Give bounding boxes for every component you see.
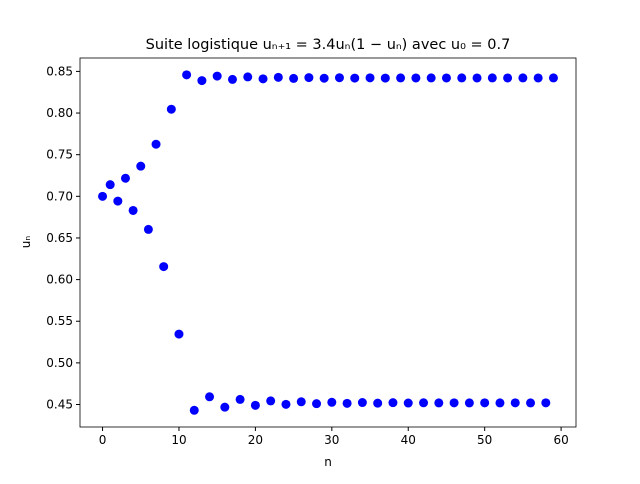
y-tick-label: 0.50 bbox=[46, 356, 73, 370]
data-point bbox=[151, 139, 161, 149]
y-tick-label: 0.85 bbox=[46, 64, 73, 78]
data-point bbox=[464, 398, 474, 408]
x-tick-label: 50 bbox=[477, 433, 492, 447]
y-tick-label: 0.60 bbox=[46, 273, 73, 287]
y-tick-label: 0.55 bbox=[46, 314, 73, 328]
data-point bbox=[472, 73, 482, 83]
data-point bbox=[197, 76, 207, 86]
data-point bbox=[334, 73, 344, 83]
y-tick-label: 0.80 bbox=[46, 106, 73, 120]
data-point bbox=[411, 73, 421, 83]
data-point bbox=[441, 73, 451, 83]
data-point bbox=[548, 73, 558, 83]
data-point bbox=[312, 399, 322, 409]
data-point bbox=[120, 173, 130, 183]
data-point bbox=[220, 402, 230, 412]
data-point bbox=[327, 397, 337, 407]
data-point bbox=[480, 398, 490, 408]
data-point bbox=[289, 73, 299, 83]
data-point bbox=[350, 73, 360, 83]
x-tick-label: 20 bbox=[248, 433, 263, 447]
data-point bbox=[243, 72, 253, 82]
y-tick-label: 0.70 bbox=[46, 189, 73, 203]
data-point bbox=[227, 74, 237, 84]
data-point bbox=[273, 72, 283, 82]
data-point bbox=[403, 398, 413, 408]
data-point bbox=[235, 394, 245, 404]
data-point bbox=[495, 398, 505, 408]
chart-title: Suite logistique uₙ₊₁ = 3.4uₙ(1 − uₙ) av… bbox=[146, 37, 511, 53]
data-point bbox=[487, 73, 497, 83]
data-point bbox=[258, 74, 268, 84]
data-point bbox=[182, 70, 192, 80]
data-point bbox=[510, 398, 520, 408]
x-tick-label: 60 bbox=[553, 433, 568, 447]
data-point bbox=[503, 73, 513, 83]
y-tick-label: 0.75 bbox=[46, 148, 73, 162]
x-tick-label: 0 bbox=[99, 433, 107, 447]
data-point bbox=[449, 398, 459, 408]
y-tick-label: 0.65 bbox=[46, 231, 73, 245]
data-point bbox=[396, 73, 406, 83]
data-point bbox=[212, 71, 222, 81]
data-point bbox=[319, 73, 329, 83]
data-point bbox=[365, 73, 375, 83]
data-point bbox=[281, 399, 291, 409]
data-point bbox=[128, 205, 138, 215]
data-point bbox=[426, 73, 436, 83]
data-point bbox=[205, 392, 215, 402]
data-point bbox=[174, 329, 184, 339]
y-tick-label: 0.45 bbox=[46, 398, 73, 412]
x-tick-label: 40 bbox=[401, 433, 416, 447]
data-point bbox=[113, 196, 123, 206]
data-point bbox=[266, 396, 276, 406]
data-point bbox=[250, 400, 260, 410]
x-tick-label: 10 bbox=[171, 433, 186, 447]
data-point bbox=[357, 398, 367, 408]
data-point bbox=[166, 104, 176, 114]
data-point bbox=[296, 397, 306, 407]
x-axis-label: n bbox=[324, 455, 332, 469]
data-point bbox=[526, 398, 536, 408]
data-point bbox=[159, 262, 169, 272]
data-point bbox=[136, 161, 146, 171]
x-tick-label: 30 bbox=[324, 433, 339, 447]
data-point bbox=[419, 398, 429, 408]
data-point bbox=[342, 398, 352, 408]
data-point bbox=[533, 73, 543, 83]
plot-frame bbox=[79, 57, 577, 428]
data-point bbox=[380, 73, 390, 83]
data-point bbox=[457, 73, 467, 83]
data-point bbox=[541, 398, 551, 408]
data-point bbox=[373, 398, 383, 408]
data-point bbox=[434, 398, 444, 408]
data-point bbox=[518, 73, 528, 83]
data-point bbox=[143, 224, 153, 234]
data-point bbox=[98, 191, 108, 201]
data-point bbox=[304, 73, 314, 83]
y-axis-label: uₙ bbox=[19, 236, 33, 249]
data-point bbox=[388, 398, 398, 408]
data-point bbox=[105, 180, 115, 190]
data-point bbox=[189, 405, 199, 415]
